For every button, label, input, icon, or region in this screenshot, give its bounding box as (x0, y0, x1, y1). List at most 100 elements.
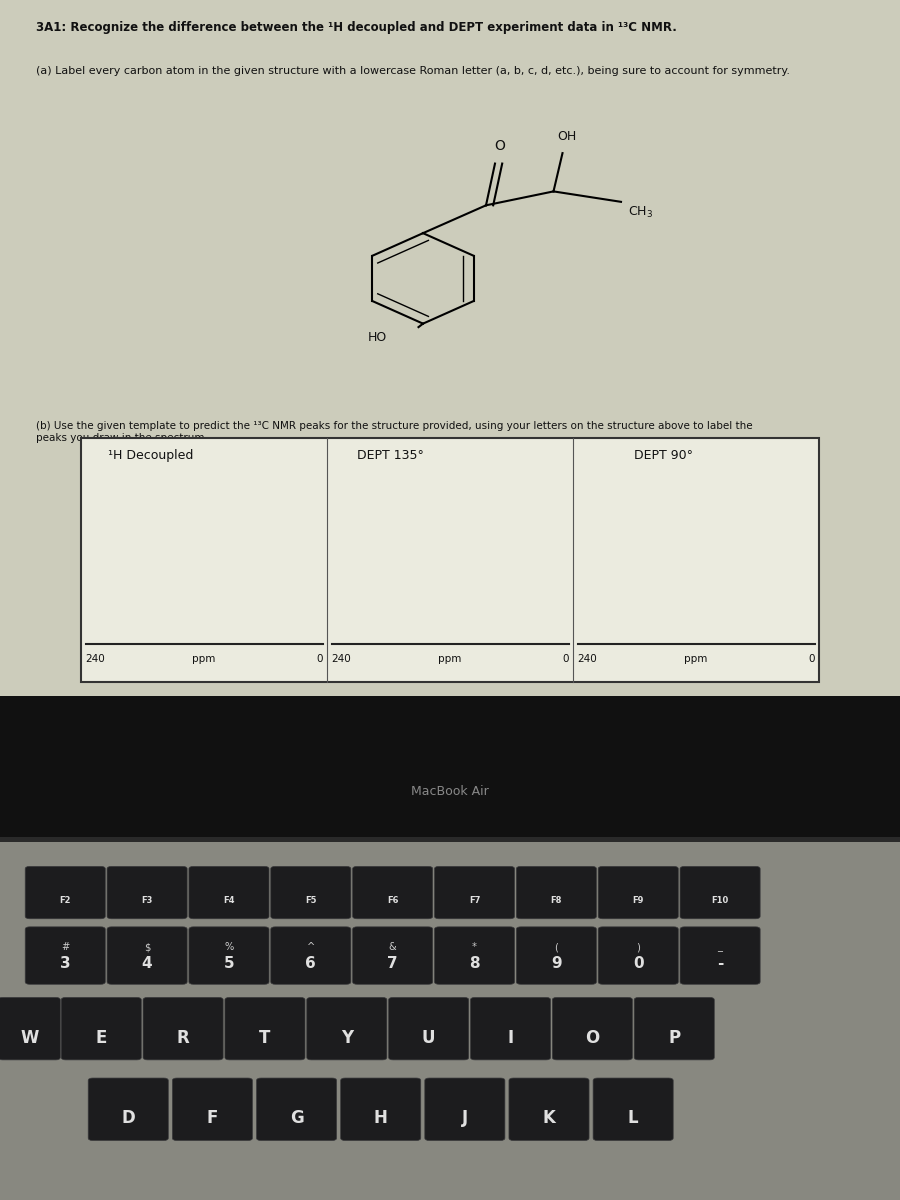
Text: -: - (717, 956, 724, 971)
Text: W: W (20, 1028, 39, 1046)
Text: (b) Use the given template to predict the ¹³C NMR peaks for the structure provid: (b) Use the given template to predict th… (36, 421, 752, 443)
Text: 8: 8 (469, 956, 480, 971)
FancyBboxPatch shape (598, 866, 679, 919)
FancyBboxPatch shape (593, 1078, 673, 1140)
Text: R: R (176, 1028, 190, 1046)
FancyBboxPatch shape (0, 997, 60, 1060)
Text: DEPT 90°: DEPT 90° (634, 449, 692, 462)
Text: (a) Label every carbon atom in the given structure with a lowercase Roman letter: (a) Label every carbon atom in the given… (36, 66, 790, 76)
Text: E: E (95, 1028, 107, 1046)
FancyBboxPatch shape (680, 926, 760, 984)
FancyBboxPatch shape (88, 1078, 168, 1140)
Bar (0, 842, 900, 1200)
Text: %: % (224, 942, 234, 953)
Text: ): ) (636, 942, 640, 953)
Text: T: T (259, 1028, 271, 1046)
Text: ppm: ppm (684, 654, 707, 665)
FancyBboxPatch shape (271, 866, 351, 919)
Text: F7: F7 (469, 895, 481, 905)
Text: F3: F3 (141, 895, 153, 905)
Text: 4: 4 (142, 956, 152, 971)
Text: 5: 5 (223, 956, 234, 971)
FancyBboxPatch shape (471, 997, 551, 1060)
Text: F4: F4 (223, 895, 235, 905)
Text: ppm: ppm (438, 654, 462, 665)
Text: 3A1: Recognize the difference between the ¹H decoupled and DEPT experiment data : 3A1: Recognize the difference between th… (36, 20, 677, 34)
Text: 240: 240 (86, 654, 105, 665)
Text: F9: F9 (633, 895, 643, 905)
Text: DEPT 135°: DEPT 135° (356, 449, 423, 462)
FancyBboxPatch shape (189, 926, 269, 984)
FancyBboxPatch shape (173, 1078, 252, 1140)
Text: 3: 3 (60, 956, 70, 971)
FancyBboxPatch shape (435, 866, 515, 919)
Text: ^: ^ (307, 942, 315, 953)
Text: F10: F10 (712, 895, 729, 905)
Text: MacBook Air: MacBook Air (411, 785, 489, 798)
Text: O: O (494, 139, 505, 154)
Text: $: $ (144, 942, 150, 953)
FancyBboxPatch shape (271, 926, 351, 984)
FancyBboxPatch shape (598, 926, 679, 984)
Text: 0: 0 (562, 654, 569, 665)
Text: F6: F6 (387, 895, 399, 905)
Text: 0: 0 (633, 956, 643, 971)
FancyBboxPatch shape (225, 997, 305, 1060)
FancyBboxPatch shape (61, 997, 141, 1060)
Text: Y: Y (341, 1028, 353, 1046)
Text: F: F (207, 1109, 218, 1127)
Text: 240: 240 (331, 654, 351, 665)
Text: F2: F2 (59, 895, 71, 905)
Text: F8: F8 (551, 895, 562, 905)
Bar (0, 696, 900, 838)
FancyBboxPatch shape (189, 866, 269, 919)
Bar (81, 438, 819, 682)
FancyBboxPatch shape (353, 866, 433, 919)
FancyBboxPatch shape (553, 997, 633, 1060)
Text: &: & (389, 942, 397, 953)
Text: L: L (628, 1109, 638, 1127)
FancyBboxPatch shape (517, 926, 597, 984)
Text: G: G (290, 1109, 303, 1127)
FancyBboxPatch shape (307, 997, 387, 1060)
Text: P: P (668, 1028, 680, 1046)
FancyBboxPatch shape (341, 1078, 421, 1140)
FancyBboxPatch shape (256, 1078, 337, 1140)
Text: ppm: ppm (193, 654, 216, 665)
Text: H: H (374, 1109, 388, 1127)
Text: 7: 7 (387, 956, 398, 971)
Text: K: K (543, 1109, 555, 1127)
Text: CH$_3$: CH$_3$ (628, 205, 653, 221)
FancyBboxPatch shape (389, 997, 469, 1060)
FancyBboxPatch shape (107, 866, 187, 919)
Text: _: _ (717, 942, 723, 953)
FancyBboxPatch shape (25, 866, 105, 919)
FancyBboxPatch shape (517, 866, 597, 919)
Text: 0: 0 (316, 654, 322, 665)
FancyBboxPatch shape (680, 866, 760, 919)
Text: 6: 6 (305, 956, 316, 971)
Text: J: J (462, 1109, 468, 1127)
Text: *: * (472, 942, 477, 953)
Text: U: U (422, 1028, 436, 1046)
FancyBboxPatch shape (425, 1078, 505, 1140)
FancyBboxPatch shape (143, 997, 223, 1060)
FancyBboxPatch shape (353, 926, 433, 984)
Text: F5: F5 (305, 895, 317, 905)
Text: ¹H Decoupled: ¹H Decoupled (108, 449, 194, 462)
Text: 240: 240 (578, 654, 598, 665)
Text: D: D (122, 1109, 135, 1127)
Text: OH: OH (557, 130, 577, 143)
Text: HO: HO (368, 331, 387, 344)
Text: O: O (585, 1028, 599, 1046)
FancyBboxPatch shape (107, 926, 187, 984)
Text: (: ( (554, 942, 558, 953)
FancyBboxPatch shape (435, 926, 515, 984)
FancyBboxPatch shape (634, 997, 715, 1060)
Text: #: # (61, 942, 69, 953)
Text: I: I (508, 1028, 514, 1046)
FancyBboxPatch shape (509, 1078, 590, 1140)
Text: 0: 0 (808, 654, 814, 665)
FancyBboxPatch shape (25, 926, 105, 984)
Text: 9: 9 (551, 956, 562, 971)
